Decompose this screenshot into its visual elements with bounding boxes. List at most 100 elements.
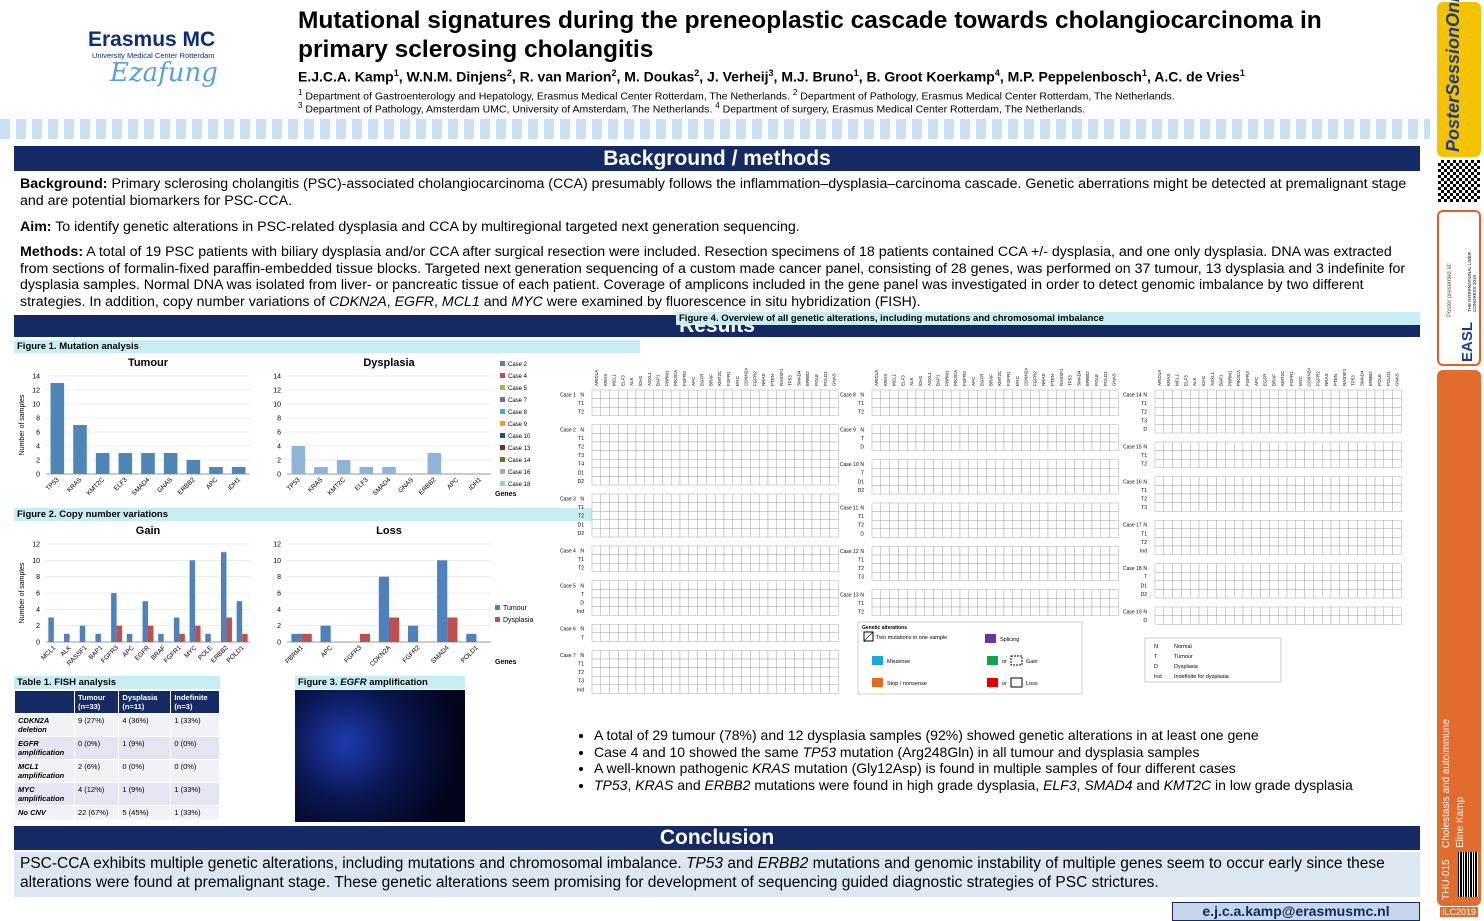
grid-cell xyxy=(1374,398,1385,408)
table-row: MYC amplification 4 (12%) 1 (9%) 1 (33%) xyxy=(14,782,220,806)
grid-cell xyxy=(600,650,610,660)
grid-cell xyxy=(1392,389,1402,399)
grid-cell xyxy=(1074,546,1084,556)
grid-cell xyxy=(1163,571,1173,581)
table-cell: 0 (0%) xyxy=(170,736,220,760)
grid-cell xyxy=(1383,485,1393,495)
grid-cell xyxy=(1348,528,1358,538)
author-name: M.P. Peppelenbosch xyxy=(1007,68,1142,85)
y-tick-label: 2 xyxy=(36,623,40,630)
legend-swatch xyxy=(987,678,998,687)
text-run: Methods: xyxy=(20,244,84,260)
grid-cell xyxy=(1030,424,1040,434)
grid-cell xyxy=(600,467,610,477)
grid-cell xyxy=(1056,598,1066,608)
grid-cell xyxy=(1313,450,1323,460)
grid-cell xyxy=(662,406,672,416)
grid-cell xyxy=(697,545,707,555)
grid-cell xyxy=(1172,458,1182,468)
grid-cell xyxy=(1225,485,1235,495)
text-run: and xyxy=(673,776,705,793)
table-cell: 1 (33%) xyxy=(170,782,220,806)
author-sup: 2 xyxy=(611,68,617,78)
grid-cell xyxy=(871,511,882,521)
grid-cell xyxy=(1198,441,1209,451)
grid-cell xyxy=(1047,606,1058,616)
grid-cell xyxy=(829,684,839,694)
gene-label: SMAD4 xyxy=(1076,370,1081,386)
gene-label: SMAD4 xyxy=(1359,370,1364,386)
grid-cell xyxy=(1207,580,1217,590)
grid-cell xyxy=(802,406,813,416)
grid-cell xyxy=(644,624,654,634)
grid-cell xyxy=(767,676,778,686)
grid-cell xyxy=(1074,606,1084,616)
gene-label: GNAS xyxy=(832,373,837,386)
grid-cell xyxy=(915,571,926,581)
grid-cell xyxy=(1039,546,1049,556)
grid-cell xyxy=(776,458,786,468)
text-run: EGFR xyxy=(394,293,435,310)
grid-cell xyxy=(924,485,934,495)
grid-cell xyxy=(653,624,663,634)
grid-cell xyxy=(1366,450,1376,460)
grid-cell xyxy=(626,433,637,443)
key-code: D xyxy=(1154,664,1158,670)
grid-cell xyxy=(767,597,778,607)
grid-cell xyxy=(924,476,934,486)
grid-cell xyxy=(1100,459,1110,469)
grid-cell xyxy=(1234,485,1244,495)
grid-cell xyxy=(670,554,681,564)
case-label: Case 2 xyxy=(560,427,576,433)
grid-cell xyxy=(741,597,751,607)
grid-cell xyxy=(626,676,637,686)
grid-cell xyxy=(1074,441,1084,451)
x-tick-label: POLD1 xyxy=(460,644,480,664)
grid-cell xyxy=(785,554,795,564)
grid-cell xyxy=(1242,398,1253,408)
grid-cell xyxy=(1383,545,1393,555)
grid-cell xyxy=(609,458,619,468)
grid-cell xyxy=(714,658,725,668)
text-run: mutations were found in high grade dyspl… xyxy=(750,776,1044,793)
grid-cell xyxy=(968,398,978,408)
grid-cell xyxy=(785,650,795,660)
grid-cell xyxy=(880,476,890,486)
grid-cell xyxy=(1190,615,1200,625)
x-tick-label: FGFR3 xyxy=(343,644,363,664)
grid-cell xyxy=(1269,458,1279,468)
grid-cell xyxy=(1260,441,1270,451)
grid-cell xyxy=(662,502,672,512)
grid-cell xyxy=(750,589,760,599)
grid-cell xyxy=(1322,545,1332,555)
bar xyxy=(118,453,133,474)
grid-cell xyxy=(1207,441,1217,451)
y-tick-label: 0 xyxy=(36,472,40,479)
grid-cell xyxy=(1181,589,1191,599)
grid-cell xyxy=(1154,476,1165,486)
grid-cell xyxy=(1313,441,1323,451)
legend-label: Gain xyxy=(1026,659,1038,665)
gene-label: KRAS xyxy=(883,374,888,386)
grid-cell xyxy=(1056,511,1066,521)
grid-cell xyxy=(1234,441,1244,451)
grid-cell xyxy=(1003,389,1014,399)
grid-cell xyxy=(591,458,602,468)
legend-swatch xyxy=(500,445,505,450)
grid-cell xyxy=(1304,537,1314,547)
grid-cell xyxy=(1366,458,1376,468)
grid-cell xyxy=(609,606,619,616)
grid-cell xyxy=(732,667,742,677)
grid-cell xyxy=(1330,458,1341,468)
grid-cell xyxy=(942,459,952,469)
grid-cell xyxy=(1216,441,1226,451)
grid-cell xyxy=(1304,450,1314,460)
grid-cell xyxy=(959,502,970,512)
grid-cell xyxy=(829,562,839,572)
grid-cell xyxy=(829,658,839,668)
grid-cell xyxy=(942,502,952,512)
grid-cell xyxy=(767,554,778,564)
grid-cell xyxy=(986,528,996,538)
grid-cell xyxy=(1304,528,1314,538)
grid-cell xyxy=(889,502,899,512)
